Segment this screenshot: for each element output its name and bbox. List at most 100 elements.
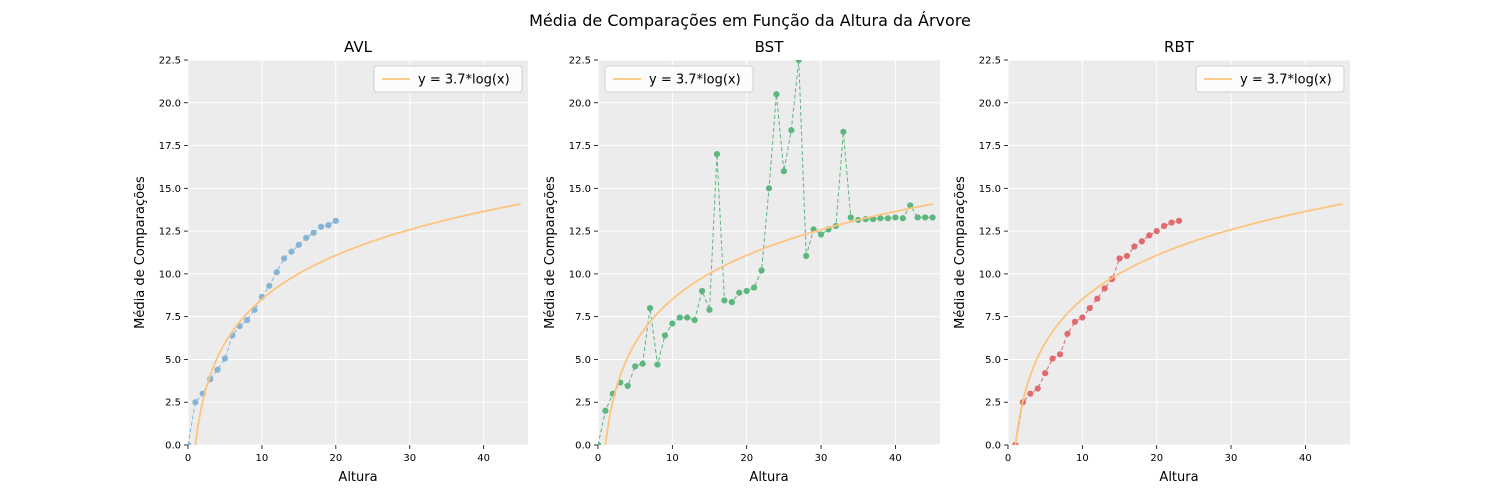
data-point [788,127,795,134]
data-point [803,252,810,260]
y-tick-label: 0.0 [575,441,591,452]
data-point [907,202,914,209]
data-point [288,248,295,255]
data-point [758,267,765,274]
x-tick-label: 0 [185,453,191,464]
panel-title: AVL [344,38,373,56]
y-axis-label: Média de Comparações [543,176,558,329]
data-point [706,306,713,313]
data-point [1086,305,1093,312]
data-point [773,91,780,98]
data-point [310,229,317,236]
x-tick-label: 0 [1005,453,1011,464]
panel-title: RBT [1164,38,1195,56]
data-point [780,168,787,175]
data-point [1101,285,1108,292]
y-tick-label: 10.0 [979,269,1001,280]
data-point [303,234,310,242]
data-point [1034,385,1041,392]
data-point [765,185,773,192]
data-point [221,355,229,362]
plot-background [598,60,940,445]
data-point [751,284,758,291]
data-point [1079,314,1086,321]
x-tick-label: 30 [1225,453,1238,464]
data-point [1049,355,1056,362]
plot-area [188,203,521,445]
panel-bst: 0 10 20 30 40 0.0 2.5 5.0 7.5 10.0 12.5 15.0 17.5 20.… [543,38,940,485]
data-point [295,241,302,248]
y-tick-label: 15.0 [569,184,591,195]
y-tick-label: 20.0 [569,98,591,109]
series-line [598,60,933,445]
y-tick-label: 20.0 [159,98,181,109]
panel-avl: 0 10 20 30 40 0.0 2.5 5.0 7.5 10.0 12.5 15.0 17.5 20.… [133,38,528,485]
data-point [922,214,929,221]
y-tick-label: 10.0 [569,269,591,280]
data-point [1153,228,1160,235]
legend-box [604,65,754,93]
y-tick-label: 5.0 [985,355,1001,366]
data-point [899,215,906,222]
data-point [244,316,251,324]
x-tick-label: 10 [1076,453,1089,464]
data-point [736,289,743,296]
x-axis-label: Altura [749,470,788,485]
legend-box [373,65,523,93]
x-tick-label: 30 [403,453,416,464]
data-point [602,407,609,414]
data-point [214,366,221,373]
data-point [639,360,646,367]
legend: y = 3.7*log(x) [604,65,754,93]
data-point [884,215,892,222]
data-point [1064,330,1071,337]
x-axis-label: Altura [338,470,377,485]
data-point [669,320,676,327]
data-point [743,287,750,295]
x-tick-label: 20 [329,453,342,464]
y-tick-label: 22.5 [159,56,181,67]
data-point [684,314,691,321]
y-tick-label: 15.0 [159,184,181,195]
data-point [840,128,847,135]
x-tick-label: 40 [477,453,490,464]
fit-line [194,203,521,445]
y-tick-label: 12.5 [159,227,181,238]
data-point [632,363,639,370]
data-point [273,269,280,276]
y-axis-label: Média de Comparações [953,176,968,329]
data-point [713,151,721,158]
x-tick-label: 40 [1299,453,1312,464]
y-tick-label: 7.5 [985,312,1001,323]
y-tick-label: 5.0 [575,355,591,366]
data-point [1146,232,1153,239]
y-tick-label: 20.0 [979,98,1001,109]
data-point [1123,252,1131,260]
y-tick-label: 0.0 [165,441,181,452]
x-tick-label: 20 [1150,453,1163,464]
y-axis-label: Média de Comparações [133,176,148,329]
y-tick-label: 2.5 [165,398,181,409]
data-point [929,214,936,221]
data-point [1027,390,1034,397]
data-point [914,214,921,221]
y-tick-label: 5.0 [165,355,181,366]
data-point [1042,370,1049,377]
panels: 0 10 20 30 40 0.0 2.5 5.0 7.5 10.0 12.5 15.0 17.5 20.… [133,38,1350,485]
data-point [624,382,631,390]
y-tick-label: 17.5 [979,141,1001,152]
legend-label: y = 3.7*log(x) [649,73,741,88]
figure-suptitle: Média de Comparações em Função da Altura… [529,11,971,30]
x-tick-label: 10 [256,453,269,464]
data-point [266,282,273,289]
legend-label: y = 3.7*log(x) [418,73,510,88]
legend-box [1195,65,1345,93]
data-point [817,231,825,238]
data-point [192,399,199,406]
data-point [728,299,735,306]
data-point [1094,295,1101,302]
data-point [325,222,332,229]
data-point [721,297,728,304]
y-tick-label: 17.5 [159,141,181,152]
